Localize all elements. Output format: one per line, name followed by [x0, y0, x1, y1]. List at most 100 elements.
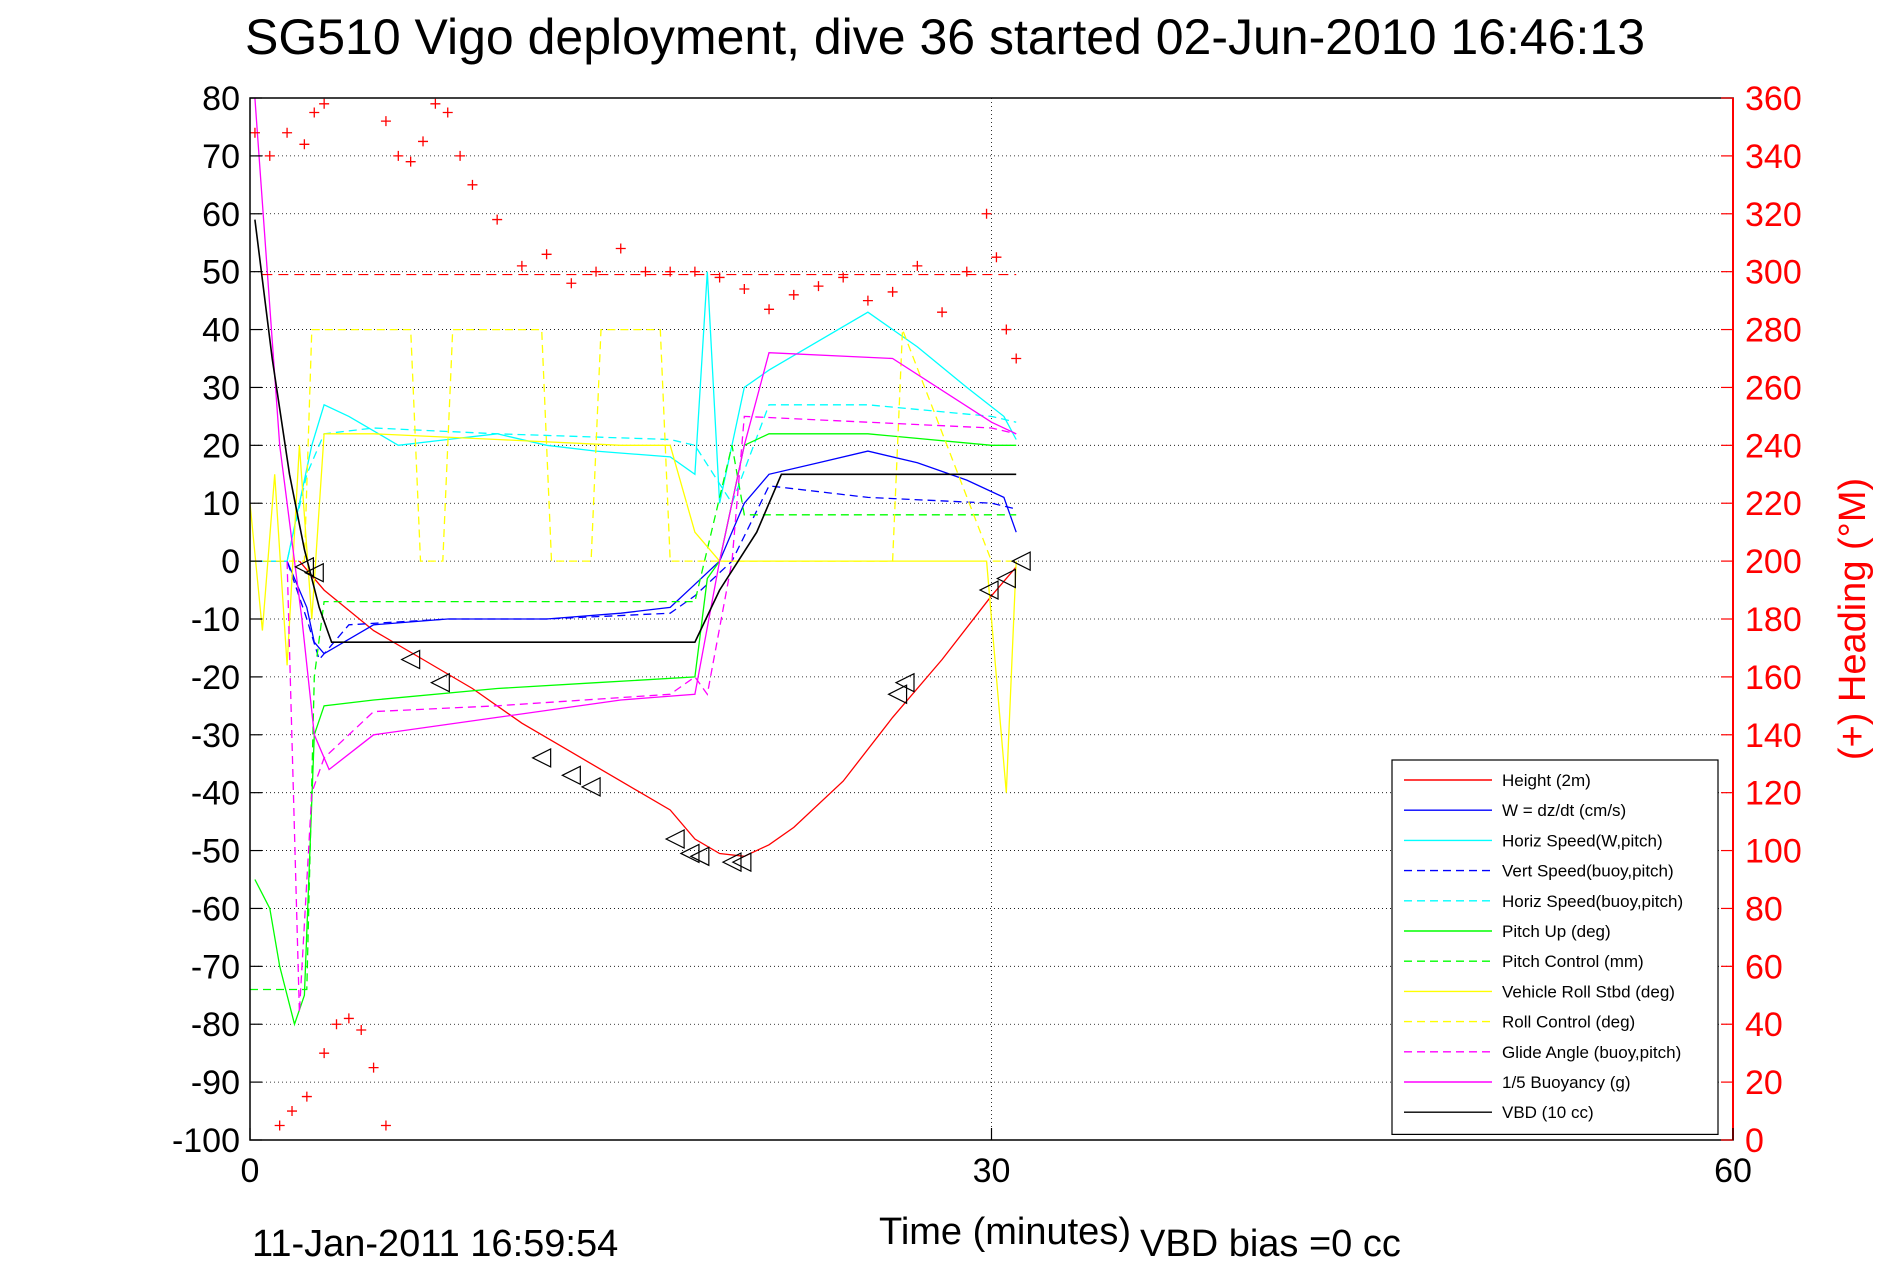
heading-marker [764, 304, 775, 315]
heading-marker [516, 260, 527, 271]
legend-label: Vehicle Roll Stbd (deg) [1502, 982, 1675, 1001]
y-tick-label: 30 [202, 369, 240, 407]
heading-marker [937, 307, 948, 318]
y-tick-label: 20 [202, 427, 240, 465]
heading-marker [1001, 324, 1012, 335]
heading-marker [380, 116, 391, 127]
y-tick-label: -40 [191, 775, 240, 813]
series-line [254, 97, 1017, 771]
y-right-tick-label: 140 [1745, 717, 1802, 755]
legend-label: Horiz Speed(buoy,pitch) [1502, 892, 1683, 911]
legend-label: Vert Speed(buoy,pitch) [1502, 862, 1674, 881]
heading-marker [566, 278, 577, 289]
heading-marker [467, 179, 478, 190]
heading-marker [264, 150, 275, 161]
heading-marker [430, 98, 441, 109]
heading-marker [739, 284, 750, 295]
y-tick-label: 40 [202, 312, 240, 350]
y-right-tick-label: 360 [1745, 80, 1802, 118]
height-marker [721, 852, 742, 873]
y-right-tick-label: 120 [1745, 775, 1802, 813]
height-marker [400, 649, 421, 670]
heading-marker [981, 208, 992, 219]
y-tick-label: -90 [191, 1064, 240, 1102]
heading-marker [319, 98, 330, 109]
timestamp-footer: 11-Jan-2011 16:59:54 [252, 1223, 618, 1262]
height-marker [580, 776, 601, 797]
heading-marker [380, 1120, 391, 1131]
heading-marker [862, 295, 873, 306]
heading-marker [455, 150, 466, 161]
heading-marker [418, 136, 429, 147]
series-line [250, 271, 1017, 562]
series-line [249, 433, 1017, 793]
x-tick-label: 30 [973, 1152, 1011, 1190]
y-tick-label: 60 [202, 196, 240, 234]
heading-marker [301, 1091, 312, 1102]
y-right-tick-label: 280 [1745, 312, 1802, 350]
heading-marker [249, 127, 260, 138]
y-tick-label: -70 [191, 948, 240, 986]
legend-label: 1/5 Buoyancy (g) [1502, 1073, 1631, 1092]
heading-marker [1011, 353, 1022, 364]
height-marker [303, 562, 324, 583]
height-marker [995, 568, 1016, 589]
height-marker [894, 672, 915, 693]
height-marker [731, 852, 752, 873]
y-right-tick-label: 220 [1745, 485, 1802, 523]
y-right-tick-label: 160 [1745, 659, 1802, 697]
legend-label: Horiz Speed(W,pitch) [1502, 831, 1663, 850]
height-marker [1010, 551, 1031, 572]
y-right-tick-label: 20 [1745, 1064, 1783, 1102]
legend-label: VBD (10 cc) [1502, 1103, 1594, 1122]
height-marker [294, 556, 314, 577]
left-axis: -100-90-80-70-60-50-40-30-20-10010203040… [172, 80, 262, 1160]
heading-marker [991, 252, 1002, 263]
series-line [298, 560, 1017, 857]
y-tick-label: -10 [191, 601, 240, 639]
heading-marker [961, 266, 972, 277]
y-right-tick-label: 40 [1745, 1006, 1783, 1044]
y-tick-label: -20 [191, 659, 240, 697]
series-line [250, 328, 1017, 562]
y-right-tick-label: 300 [1745, 254, 1802, 292]
series-layer [249, 97, 1017, 1027]
heading-marker [393, 150, 404, 161]
height-markers [294, 551, 1031, 873]
y-tick-label: -30 [191, 717, 240, 755]
heading-marker [282, 127, 293, 138]
heading-marker [492, 214, 503, 225]
heading-marker [714, 272, 725, 283]
y-right-tick-label: 180 [1745, 601, 1802, 639]
legend: Height (2m) W = dz/dt (cm/s) Horiz Speed(W… [1391, 759, 1719, 1135]
height-marker [679, 843, 700, 864]
legend-box [1391, 759, 1719, 1135]
heading-marker [319, 1048, 330, 1059]
heading-marker [356, 1025, 367, 1036]
y-right-tick-label: 200 [1745, 543, 1802, 581]
heading-marker [615, 243, 626, 254]
heading-marker [299, 139, 310, 150]
heading-marker [287, 1106, 298, 1117]
x-axis-label: Time (minutes) [879, 1211, 1131, 1253]
height-marker [664, 829, 685, 849]
heading-marker [331, 1019, 342, 1030]
y-tick-label: -80 [191, 1006, 240, 1044]
y-tick-label: 10 [202, 485, 240, 523]
legend-label: Height (2m) [1502, 771, 1591, 790]
series-line [254, 219, 1017, 644]
series-line [250, 445, 1017, 991]
height-marker [560, 765, 581, 786]
y-right-tick-label: 80 [1745, 890, 1783, 928]
heading-marker [274, 1120, 285, 1131]
legend-label: Pitch Control (mm) [1502, 952, 1644, 971]
y-tick-label: -60 [191, 890, 240, 928]
y-right-tick-label: 100 [1745, 833, 1802, 871]
legend-label: Pitch Up (deg) [1502, 922, 1611, 941]
y-right-tick-label: 260 [1745, 369, 1802, 407]
chart-title: SG510 Vigo deployment, dive 36 started 0… [245, 9, 1645, 65]
heading-marker [813, 281, 824, 292]
heading-marker [689, 266, 700, 277]
legend-label: W = dz/dt (cm/s) [1502, 801, 1626, 820]
heading-marker [405, 156, 416, 167]
